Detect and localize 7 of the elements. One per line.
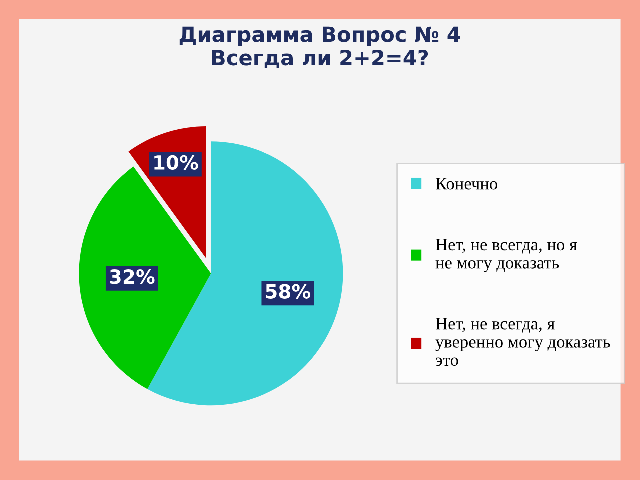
data-label: 58%	[266, 284, 311, 299]
legend-label: Нет, не всегда, но я не могу доказать	[436, 239, 578, 272]
legend-label: Конечно	[436, 178, 498, 190]
data-label: 32%	[110, 270, 155, 284]
chart-title: Диаграмма Вопрос № 4 Всегда ли 2+2=4?	[180, 26, 460, 68]
legend-label: Нет, не всегда, я уверенно могу доказать это	[436, 318, 610, 366]
data-label: 10%	[154, 155, 198, 170]
